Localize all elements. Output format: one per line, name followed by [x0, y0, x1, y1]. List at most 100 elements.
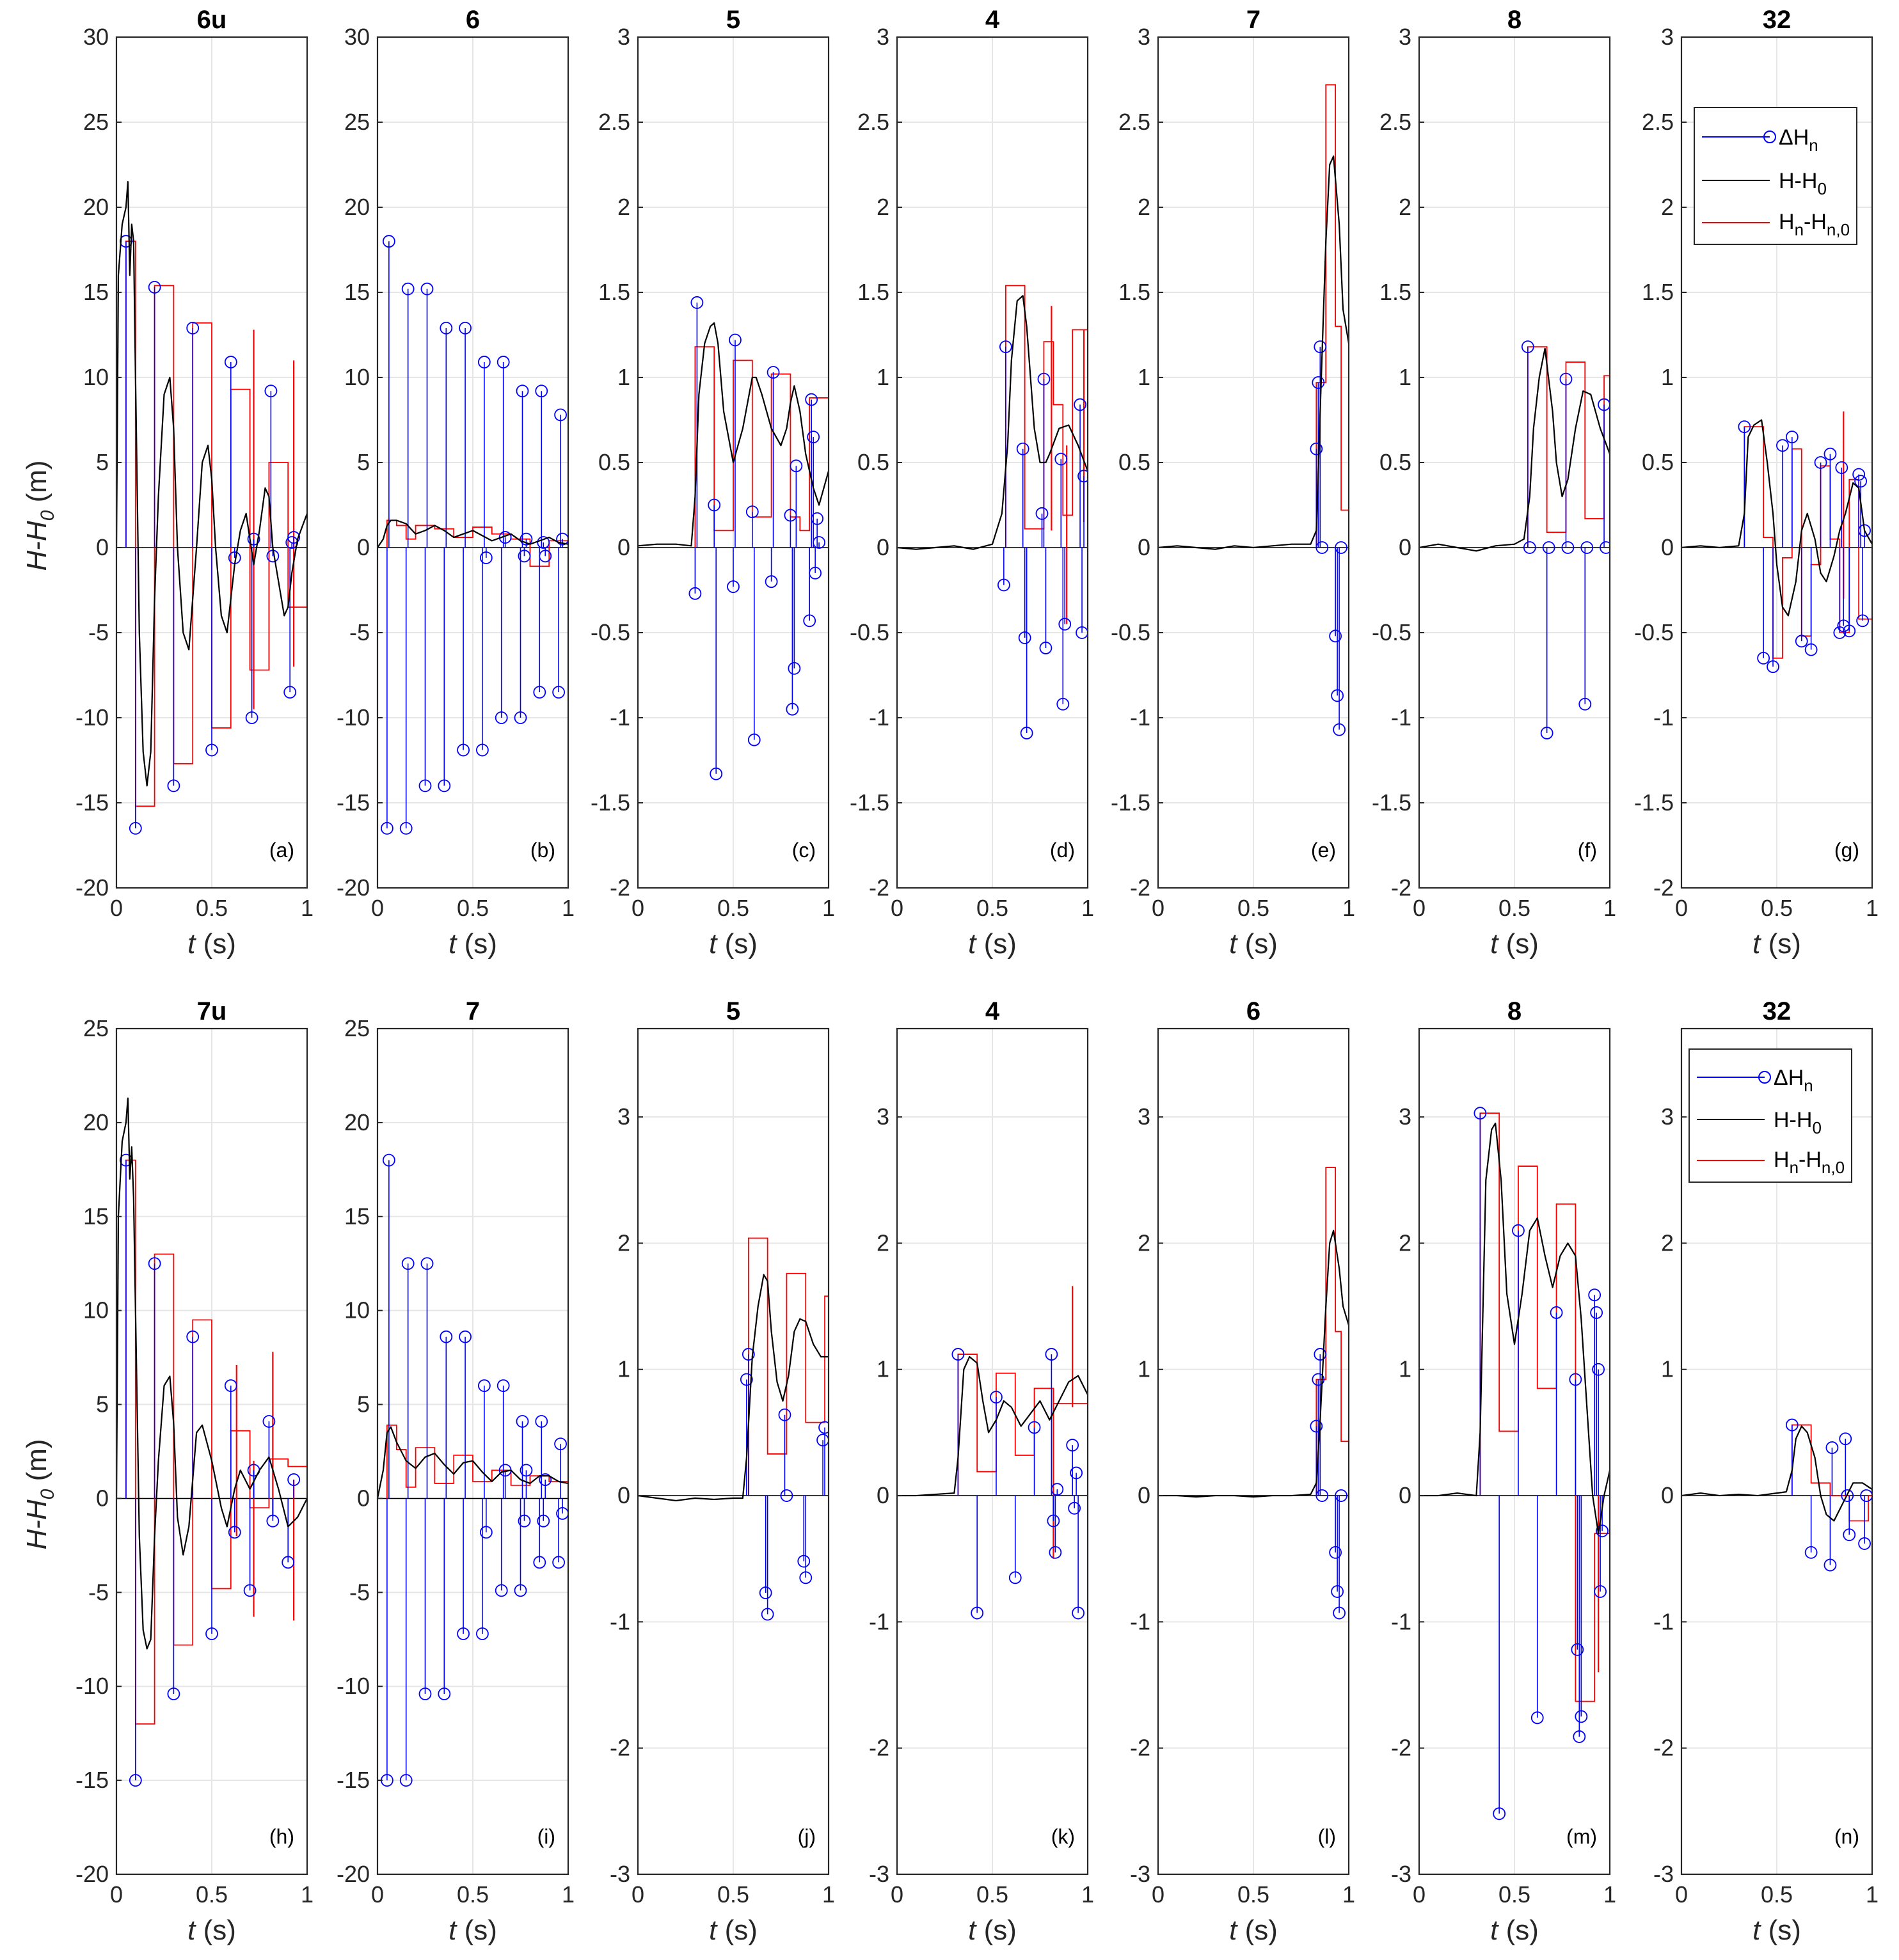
y-tick-label: -15: [337, 789, 370, 816]
x-tick-label: 0: [632, 1881, 644, 1908]
x-tick-label: 1: [1342, 1881, 1355, 1908]
y-tick-label: 5: [357, 449, 370, 475]
x-tick-label: 0.5: [976, 1881, 1008, 1908]
blue-stem-marker: [1588, 1288, 1601, 1302]
blue-stem-marker: [1540, 727, 1553, 739]
blue-stem-marker: [1825, 1441, 1839, 1454]
y-tick-label: -3: [1130, 1861, 1150, 1887]
blue-stem-marker: [167, 1687, 180, 1700]
y-tick-labels: -2 -1.5 -1 -0.5 0 0.5 1 1.5 2 2.5 3: [850, 24, 902, 901]
blue-stem-marker: [971, 1606, 984, 1620]
red-step-series: [1315, 1167, 1349, 1496]
x-tick-labels: 0 0.5 1: [371, 1881, 575, 1908]
y-tick-label: 1: [1661, 364, 1674, 390]
plot-series: [377, 1153, 568, 1787]
blue-stem-marker: [438, 779, 451, 793]
plot-series: [897, 1286, 1088, 1620]
blue-stem-marker: [809, 567, 822, 580]
blue-stem-marker: [1051, 1483, 1064, 1496]
blue-stem-marker: [554, 408, 567, 422]
blue-stem-marker: [1785, 431, 1799, 443]
blue-stem-marker: [1037, 372, 1051, 386]
blue-stem-marker: [786, 702, 799, 716]
plot-series: [897, 285, 1088, 739]
y-tick-label: -15: [337, 1767, 370, 1793]
legend-bottom: ΔHn H-H0 Hn-Hn,0: [1688, 1048, 1852, 1183]
blue-stem-marker: [479, 1526, 493, 1539]
blue-stem-marker: [813, 536, 825, 549]
x-tick-label: 1: [301, 895, 314, 921]
y-tick-labels: -20 -15 -10 -5 0 5 10 15 20 25: [337, 1015, 383, 1887]
y-tick-labels: -2 -1.5 -1 -0.5 0 0.5 1 1.5 2 2.5 3: [1111, 24, 1163, 901]
blue-stem-marker: [1804, 1545, 1818, 1559]
blue-stem-marker: [1512, 1224, 1525, 1237]
blue-stem-marker: [690, 296, 704, 309]
blue-stem-marker: [803, 614, 816, 628]
x-tick-label: 1: [1603, 895, 1616, 921]
y-tick-label: 10: [83, 364, 109, 390]
blue-stem-marker: [740, 1373, 753, 1386]
y-tick-label: 0.5: [857, 449, 889, 475]
panel-title: 4: [985, 6, 1000, 34]
blue-stem-marker: [382, 235, 395, 248]
y-tick-label: 0: [96, 1485, 109, 1511]
blue-stem-series: [997, 340, 1088, 739]
y-tick-labels: -20 -15 -10 -5 0 5 10 15 20 25: [75, 1015, 122, 1887]
panel-d: -2-1.5-1-0.500.511.522.530 0.5 1t (s)4(d): [850, 6, 1094, 960]
blue-stem-marker: [1070, 1466, 1083, 1480]
red-step-series: [386, 1424, 568, 1499]
blue-stem-marker: [477, 356, 491, 368]
x-axis-unit: (s): [195, 1915, 236, 1946]
y-tick-label: 0: [1661, 534, 1674, 560]
blue-stem-marker: [399, 822, 413, 835]
blue-stem-marker: [186, 1330, 200, 1343]
x-tick-label: 1: [1603, 1881, 1616, 1908]
y-tick-label: 20: [344, 1109, 370, 1135]
y-tick-label: -10: [337, 704, 370, 731]
blue-stem-marker: [1852, 468, 1866, 481]
blue-stem-marker: [440, 321, 453, 335]
blue-stem-marker: [148, 281, 161, 294]
ylabel-unit: (m): [21, 460, 52, 510]
y-tick-label: -1.5: [591, 789, 630, 816]
x-axis-var: t: [968, 928, 977, 960]
x-axis-var: t: [449, 928, 457, 960]
blue-stem-marker: [1310, 1419, 1323, 1433]
x-axis-unit: (s): [1760, 928, 1801, 960]
x-tick-label: 0: [1413, 895, 1426, 921]
blue-stem-marker: [401, 282, 415, 296]
y-tick-label: 2.5: [598, 109, 630, 135]
blue-stem-marker: [1028, 1421, 1041, 1434]
plot-series: [638, 296, 829, 780]
blue-stem-marker: [228, 1526, 241, 1539]
y-tick-label: 2: [617, 194, 630, 220]
x-tick-labels: 0 0.5 1: [1675, 1881, 1879, 1908]
blue-stem-marker: [1008, 1571, 1022, 1585]
blue-stem-marker: [477, 1379, 491, 1393]
legend-hn-sub1: n: [1795, 220, 1804, 239]
x-axis-var: t: [187, 1915, 196, 1946]
y-tick-label: 3: [877, 1103, 889, 1130]
blue-stem-marker: [727, 580, 740, 594]
svg-text:ΔHn: ΔHn: [1779, 125, 1818, 155]
red-step-series: [1315, 84, 1349, 548]
blue-stem-marker: [518, 549, 531, 563]
x-axis-unit: (s): [1237, 1915, 1278, 1946]
y-tick-label: 20: [83, 1109, 109, 1135]
blue-stem-marker: [381, 822, 393, 835]
y-tick-labels: -2 -1.5 -1 -0.5 0 0.5 1 1.5 2 2.5 3: [1372, 24, 1424, 901]
y-tick-label: 1: [1138, 1356, 1150, 1382]
y-tick-label: 1: [1138, 364, 1150, 390]
blue-stem-marker: [1314, 340, 1327, 354]
y-tick-label: 1: [877, 364, 889, 390]
plot-series: [377, 235, 568, 835]
y-tick-label: -1: [1130, 1608, 1150, 1634]
axes-frame: [637, 1027, 830, 1876]
blue-stem-marker: [1335, 1489, 1347, 1502]
x-tick-label: 0: [891, 895, 903, 921]
blue-stem-marker: [266, 1514, 280, 1528]
blue-stem-marker: [1785, 1418, 1799, 1432]
black-signal-line: [1158, 1229, 1349, 1498]
y-tick-label: -10: [75, 704, 109, 731]
